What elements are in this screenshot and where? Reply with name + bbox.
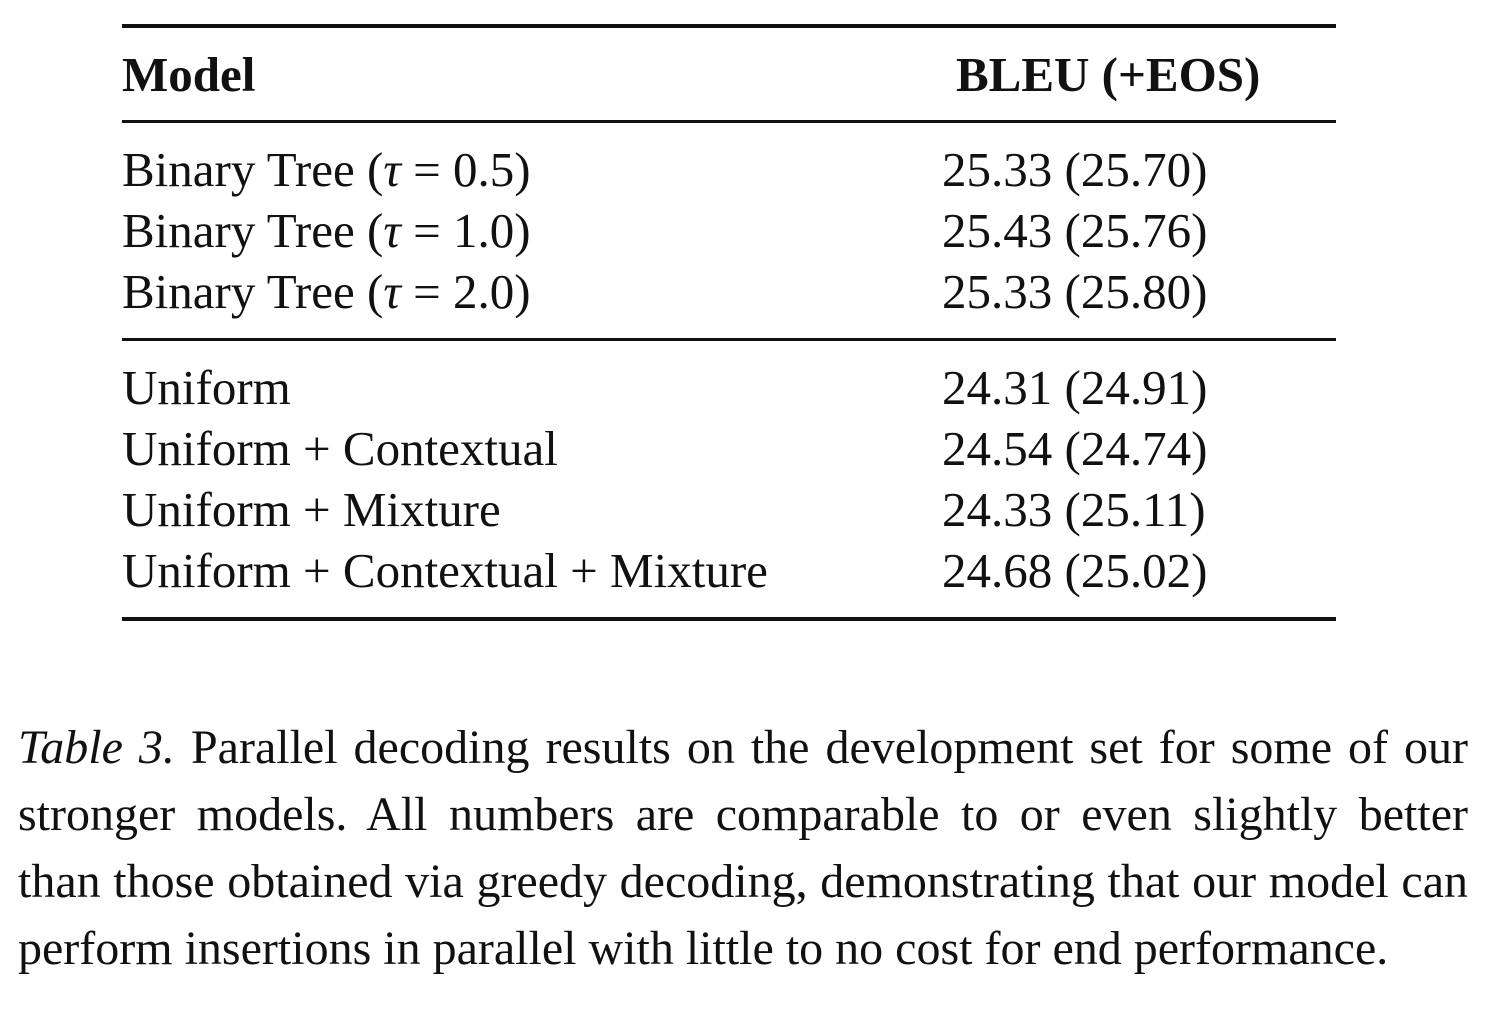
uniform-table: Uniform 24.31 (24.91) Uniform + Contextu… — [122, 357, 1336, 601]
bleu-cell: 24.31 (24.91) — [942, 360, 1208, 415]
binary-tree-group: Binary Tree (τ = 0.5) 25.33 (25.70) Bina… — [122, 123, 1336, 338]
table-bottom-rule — [122, 617, 1336, 621]
model-cell: Binary Tree (τ = 0.5) — [122, 139, 942, 200]
table-row: Uniform + Contextual 24.54 (24.74) — [122, 418, 1336, 479]
model-cell: Binary Tree (τ = 1.0) — [122, 200, 942, 261]
tau-symbol: τ — [383, 142, 401, 197]
tau-symbol: τ — [383, 203, 401, 258]
model-cell: Uniform — [122, 360, 291, 415]
model-prefix: Binary Tree ( — [122, 203, 384, 258]
model-cell: Uniform + Mixture — [122, 482, 501, 537]
bleu-cell: 25.43 (25.76) — [942, 203, 1208, 258]
bleu-cell: 24.33 (25.11) — [942, 482, 1206, 537]
results-table: Model BLEU (+EOS) — [122, 28, 1336, 120]
model-cell: Binary Tree (τ = 2.0) — [122, 261, 942, 322]
table-group-rule — [122, 338, 1336, 341]
bleu-cell: 25.33 (25.70) — [942, 142, 1208, 197]
tau-symbol: τ — [383, 264, 401, 319]
bleu-cell: 25.33 (25.80) — [942, 264, 1208, 319]
header-bleu: BLEU (+EOS) — [956, 46, 1261, 102]
table-top-rule — [122, 24, 1336, 28]
model-prefix: Binary Tree ( — [122, 142, 384, 197]
caption-text: Parallel decoding results on the develop… — [18, 721, 1468, 975]
table-row: Uniform + Contextual + Mixture 24.68 (25… — [122, 540, 1336, 601]
table-row: Binary Tree (τ = 0.5) 25.33 (25.70) — [122, 139, 1336, 200]
results-table-container: Model BLEU (+EOS) Binary Tree (τ = 0.5) … — [122, 24, 1336, 621]
model-suffix: = 2.0) — [400, 264, 531, 319]
table-row: Binary Tree (τ = 2.0) 25.33 (25.80) — [122, 261, 1336, 322]
table-header-row: Model BLEU (+EOS) — [122, 28, 1336, 120]
table-row: Binary Tree (τ = 1.0) 25.43 (25.76) — [122, 200, 1336, 261]
bleu-cell: 24.68 (25.02) — [942, 543, 1208, 598]
model-suffix: = 1.0) — [400, 203, 531, 258]
table-caption: Table 3. Parallel decoding results on th… — [18, 714, 1468, 982]
model-cell: Uniform + Contextual + Mixture — [122, 543, 768, 598]
model-suffix: = 0.5) — [400, 142, 531, 197]
caption-label: Table 3. — [18, 721, 175, 774]
bleu-cell: 24.54 (24.74) — [942, 421, 1208, 476]
binary-tree-table: Binary Tree (τ = 0.5) 25.33 (25.70) Bina… — [122, 139, 1336, 322]
table-row: Uniform 24.31 (24.91) — [122, 357, 1336, 418]
table-header-rule — [122, 120, 1336, 123]
model-cell: Uniform + Contextual — [122, 421, 558, 476]
model-prefix: Binary Tree ( — [122, 264, 384, 319]
uniform-group: Uniform 24.31 (24.91) Uniform + Contextu… — [122, 341, 1336, 617]
header-model: Model — [122, 46, 256, 102]
table-row: Uniform + Mixture 24.33 (25.11) — [122, 479, 1336, 540]
